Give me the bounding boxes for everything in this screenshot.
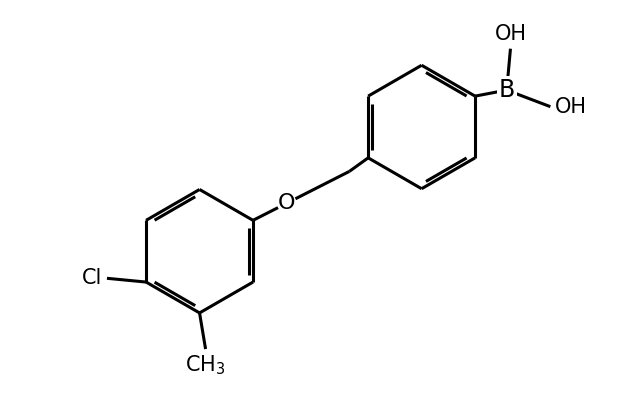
- Text: CH$_3$: CH$_3$: [186, 354, 226, 377]
- Text: OH: OH: [495, 24, 527, 44]
- Text: O: O: [278, 193, 296, 213]
- Text: OH: OH: [555, 96, 587, 117]
- Text: Cl: Cl: [82, 268, 102, 288]
- Text: B: B: [499, 78, 515, 102]
